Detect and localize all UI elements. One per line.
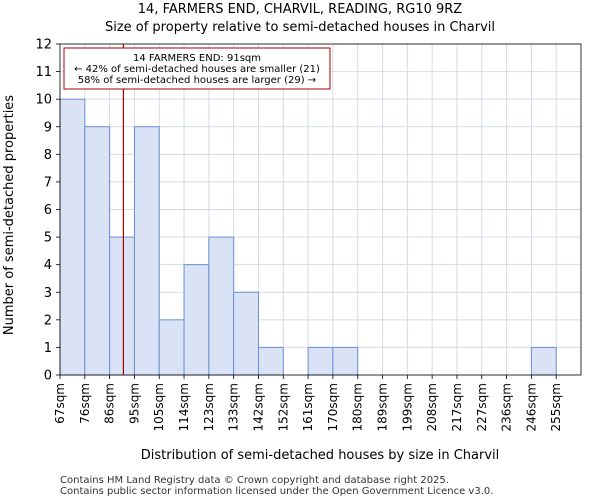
x-axis-label: Distribution of semi-detached houses by … [141, 448, 500, 463]
x-tick-label: 208sqm [425, 383, 439, 431]
x-tick-label: 142sqm [251, 383, 265, 431]
bar-246sqm [530, 346, 557, 376]
y-tick-label: 12 [35, 38, 52, 53]
footer-line-2: Contains public sector information licen… [60, 486, 493, 497]
chart-subtitle: Size of property relative to semi-detach… [105, 20, 495, 35]
bars [59, 98, 557, 376]
y-tick-label: 3 [44, 286, 52, 301]
annotation-line-2: ← 42% of semi-detached houses are smalle… [74, 64, 320, 75]
x-tick-label: 199sqm [400, 383, 414, 431]
y-tick-label: 10 [35, 93, 52, 108]
x-tick-label: 161sqm [301, 383, 315, 431]
x-tick-label: 255sqm [549, 383, 563, 431]
bar-67sqm [59, 98, 86, 376]
x-tick-label: 67sqm [53, 383, 67, 424]
x-tick-label: 123sqm [202, 383, 216, 431]
bar-161sqm [307, 346, 334, 376]
bar-133sqm [233, 291, 259, 376]
x-tick-label: 227sqm [475, 383, 489, 431]
bar-123sqm [208, 236, 235, 376]
x-tick-label: 105sqm [152, 383, 166, 431]
x-tick-label: 246sqm [524, 383, 538, 431]
y-tick-label: 1 [44, 341, 52, 356]
y-axis-label: Number of semi-detached properties [2, 95, 17, 335]
x-tick-label: 76sqm [78, 383, 92, 424]
x-tick-label: 133sqm [227, 383, 241, 431]
bar-142sqm [257, 346, 284, 376]
annotation-box: 14 FARMERS END: 91sqm ← 42% of semi-deta… [63, 47, 331, 90]
annotation-line-3: 58% of semi-detached houses are larger (… [78, 75, 316, 86]
y-tick-label: 8 [44, 148, 52, 163]
x-tick-label: 86sqm [103, 383, 117, 424]
y-tick-label: 5 [44, 231, 52, 246]
y-tick-label: 11 [35, 65, 52, 80]
bar-95sqm [133, 126, 160, 376]
y-tick-label: 7 [44, 175, 52, 190]
annotation-frame [63, 47, 331, 90]
bar-86sqm [109, 236, 135, 376]
bar-170sqm [332, 346, 359, 376]
x-tick-label: 236sqm [500, 383, 514, 431]
bar-76sqm [84, 126, 111, 376]
x-tick-label: 217sqm [450, 383, 464, 431]
bar-105sqm [158, 319, 185, 376]
y-tick-label: 4 [44, 258, 52, 273]
x-tick-label: 95sqm [127, 383, 141, 424]
x-axis-ticks: 67sqm 76sqm 86sqm 95sqm 105sqm 114sqm 123sqm 13… [53, 375, 563, 431]
x-tick-label: 189sqm [376, 383, 390, 431]
annotation-line-1: 14 FARMERS END: 91sqm [133, 53, 261, 64]
x-tick-label: 170sqm [326, 383, 340, 431]
footer-line-1: Contains HM Land Registry data © Crown c… [60, 475, 449, 486]
plot-frame [59, 43, 582, 376]
x-tick-label: 180sqm [351, 383, 365, 431]
y-tick-label: 2 [44, 313, 52, 328]
y-tick-label: 6 [44, 203, 52, 218]
chart-title: 14, FARMERS END, CHARVIL, READING, RG10 … [138, 2, 463, 17]
x-tick-label: 152sqm [276, 383, 290, 431]
bar-114sqm [183, 264, 210, 376]
y-tick-label: 9 [44, 120, 52, 135]
y-tick-label: 0 [44, 369, 52, 384]
x-tick-label: 114sqm [177, 383, 191, 431]
